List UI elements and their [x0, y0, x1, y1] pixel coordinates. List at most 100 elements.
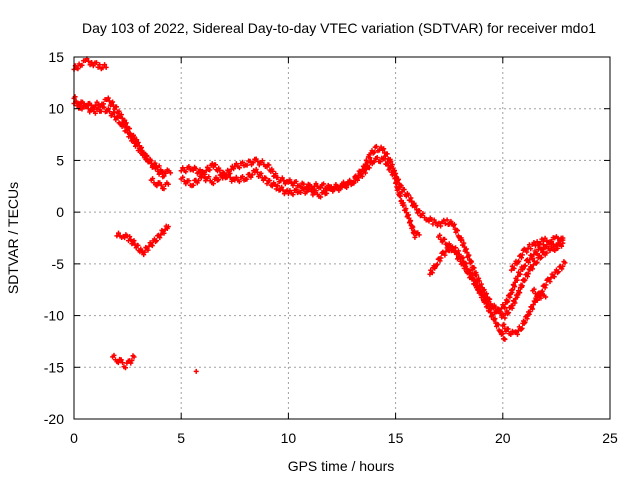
data-point-run — [135, 145, 149, 162]
data-point — [560, 235, 566, 241]
data-points — [71, 56, 568, 374]
data-point-run — [360, 158, 376, 176]
series-arc-f — [110, 352, 137, 371]
series-arc-e — [114, 223, 171, 258]
data-point-run — [521, 266, 533, 284]
data-point-run — [84, 56, 95, 68]
data-point — [502, 336, 508, 342]
chart-title: Day 103 of 2022, Sidereal Day-to-day VTE… — [82, 20, 596, 36]
data-point-run — [148, 176, 157, 186]
series-arc-i — [178, 155, 399, 200]
axis-ticks: 0 5 10 15 20 25 -20 -15 -10 -5 0 5 10 15 — [44, 49, 618, 446]
data-point-run — [461, 263, 475, 282]
data-point-run — [153, 232, 164, 245]
data-point — [416, 232, 422, 238]
data-point-run — [412, 230, 421, 240]
data-point-run — [157, 180, 166, 191]
data-point-run — [114, 230, 125, 240]
data-point-run — [500, 321, 511, 334]
x-tick-label: 20 — [495, 430, 511, 446]
data-point-run — [275, 183, 290, 197]
data-point-run — [110, 352, 118, 363]
data-point-run — [118, 357, 127, 370]
data-point-run — [431, 217, 442, 229]
data-point-run — [547, 235, 558, 245]
y-tick-label: -5 — [52, 256, 65, 272]
x-axis-title: GPS time / hours — [288, 458, 395, 474]
data-point-run — [528, 258, 539, 272]
data-point-run — [521, 242, 532, 255]
data-point-run — [367, 144, 378, 161]
data-point-run — [318, 186, 333, 200]
data-point-run — [84, 103, 97, 115]
data-point-run — [232, 159, 247, 171]
data-point-run — [161, 180, 170, 192]
data-point-run — [133, 242, 145, 255]
x-tick-label: 15 — [388, 430, 404, 446]
data-point-run — [526, 298, 537, 317]
series-arc-d — [148, 176, 171, 192]
data-point-run — [350, 170, 365, 187]
data-point-run — [453, 248, 466, 267]
data-point — [193, 368, 199, 374]
y-tick-label: -10 — [44, 308, 64, 324]
series-arc-o — [508, 234, 566, 273]
data-point-run — [253, 166, 269, 183]
data-point-run — [547, 244, 558, 253]
data-point-run — [90, 60, 101, 70]
data-point-run — [127, 130, 140, 149]
data-point-run — [444, 241, 458, 255]
data-point-run — [558, 259, 567, 272]
data-point-run — [393, 179, 404, 204]
data-point-run — [438, 217, 448, 229]
data-point-run — [97, 62, 108, 72]
data-point-run — [77, 58, 88, 69]
data-point — [165, 224, 171, 230]
data-point-run — [140, 244, 151, 258]
y-axis-title: SDTVAR / TECUs — [5, 182, 21, 294]
y-tick-label: 15 — [48, 49, 64, 65]
data-point-run — [123, 358, 131, 371]
data-point-run — [127, 353, 136, 366]
data-point-run — [110, 110, 123, 127]
series-arc-k — [418, 211, 566, 315]
data-point-run — [373, 143, 384, 154]
data-point-run — [534, 244, 545, 257]
data-point — [393, 175, 399, 181]
series-arc-m — [436, 232, 566, 321]
data-point-run — [478, 289, 492, 307]
series-arc-p — [530, 286, 549, 301]
data-point-run — [528, 240, 538, 252]
data-point — [103, 64, 109, 70]
series-arc-n — [500, 259, 568, 337]
data-point-run — [189, 173, 204, 189]
data-point-run — [92, 99, 103, 109]
y-tick-label: -20 — [44, 411, 64, 427]
data-point — [165, 181, 171, 187]
data-point-run — [399, 200, 411, 220]
data-point-run — [221, 170, 236, 184]
data-point-run — [144, 154, 157, 170]
data-point — [560, 240, 566, 246]
data-point-run — [339, 179, 354, 190]
data-point-run — [496, 308, 506, 320]
data-point-run — [153, 164, 166, 180]
data-point-run — [508, 258, 520, 273]
data-point-run — [360, 152, 372, 171]
data-point-run — [463, 246, 475, 270]
data-point-run — [425, 215, 436, 227]
data-point-run — [406, 192, 417, 209]
y-tick-label: 5 — [56, 152, 64, 168]
data-point-run — [519, 313, 531, 331]
data-point — [131, 354, 137, 360]
data-point-run — [502, 304, 513, 321]
series-arc-a — [71, 56, 109, 72]
data-point-run — [508, 275, 520, 295]
data-point-run — [399, 187, 410, 199]
y-tick-label: 10 — [48, 101, 64, 117]
x-tick-label: 0 — [70, 430, 78, 446]
y-tick-label: 0 — [56, 204, 64, 220]
data-point-run — [487, 303, 500, 315]
data-point-run — [541, 246, 551, 258]
